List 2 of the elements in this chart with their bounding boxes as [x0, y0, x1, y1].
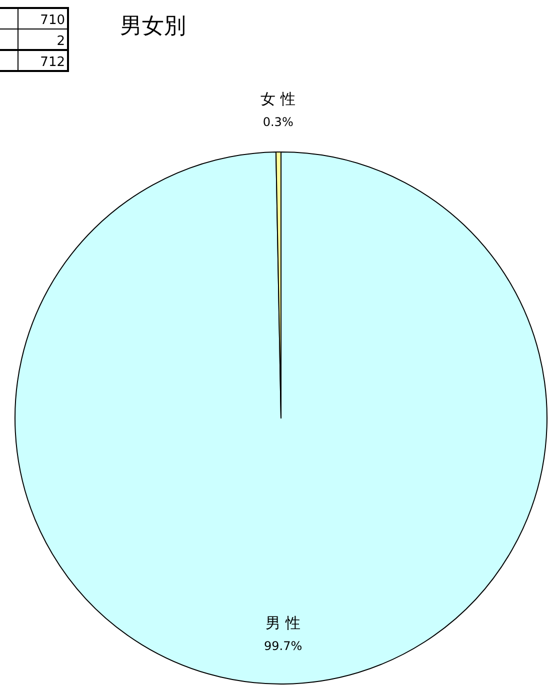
title: 男女別: [120, 14, 186, 39]
value-table: 710 2 712: [0, 7, 69, 72]
